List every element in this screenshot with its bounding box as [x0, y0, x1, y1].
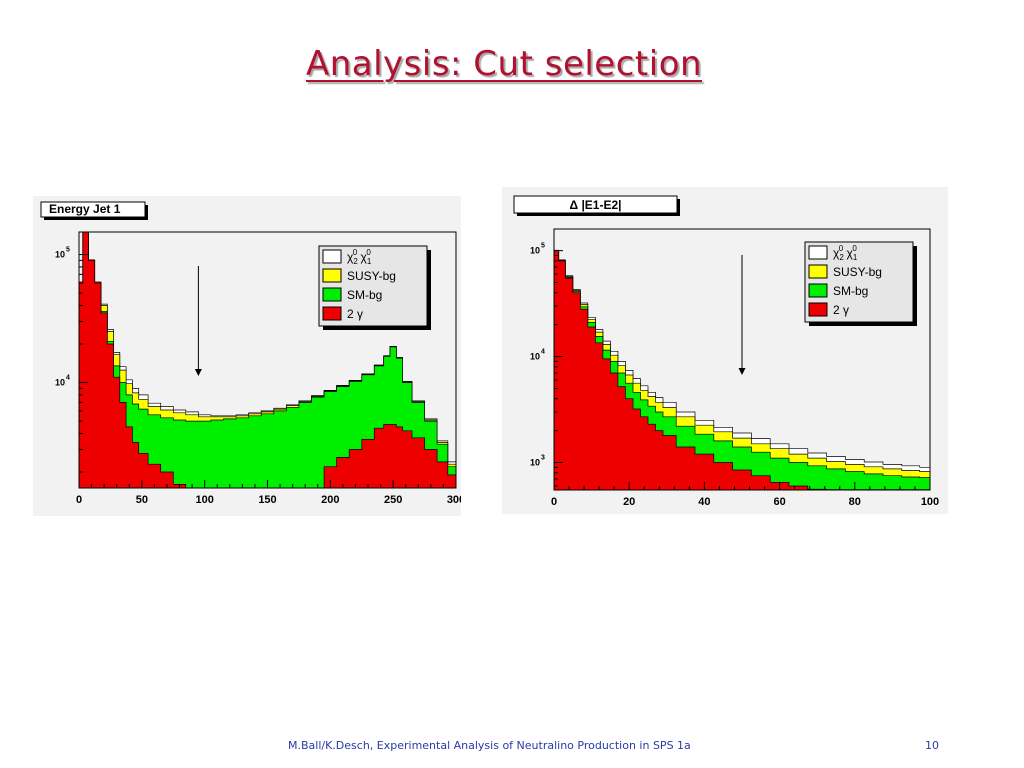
y-tick-label: 10 4: [530, 349, 545, 362]
x-tick-label: 150: [258, 494, 276, 506]
y-tick-exponent: 4: [66, 375, 70, 382]
y-tick-mantissa: 10: [55, 250, 65, 260]
legend-swatch: [808, 245, 828, 260]
legend-label: 2 γ: [347, 307, 363, 321]
y-tick-exponent: 5: [66, 247, 70, 254]
x-tick-label: 20: [623, 496, 635, 508]
y-tick-exponent: 5: [541, 243, 545, 250]
y-tick-label: 10 5: [55, 247, 70, 260]
y-tick-exponent: 3: [541, 454, 545, 461]
legend-label: SM-bg: [833, 284, 868, 298]
x-tick-label: 0: [551, 496, 557, 508]
y-tick-label: 10 4: [55, 375, 70, 388]
delta-e1-e2-plot: Δ |E1-E2| 0 20 40 60 80 100 10 3 10 4 10 5 χ20 χ10 SUS…: [502, 187, 948, 514]
x-tick-label: 60: [773, 496, 785, 508]
plot-frame: [553, 228, 931, 491]
legend-label-signal: χ20 χ10: [347, 248, 372, 266]
legend-label: SUSY-bg: [833, 265, 882, 279]
cut-arrow-head: [738, 368, 746, 375]
x-tick-label: 250: [384, 494, 402, 506]
chart-title: Δ |E1-E2|: [569, 198, 621, 212]
y-tick-label: 10 5: [530, 243, 545, 256]
y-tick-mantissa: 10: [530, 457, 540, 467]
legend-swatch: [322, 287, 342, 302]
y-tick-label: 10 3: [530, 454, 545, 467]
legend-swatch: [322, 306, 342, 321]
y-tick-exponent: 4: [541, 349, 545, 356]
page-number: 10: [925, 739, 939, 752]
legend-label-signal: χ20 χ10: [833, 244, 858, 262]
legend-swatch: [808, 264, 828, 279]
x-tick-label: 200: [321, 494, 339, 506]
legend-label: 2 γ: [833, 303, 849, 317]
cut-arrow-head: [194, 369, 202, 376]
energy-jet1-plot: Energy Jet 1050100150200250300104105χ20 …: [33, 196, 461, 516]
legend-swatch: [808, 283, 828, 298]
x-tick-label: 100: [921, 496, 939, 508]
legend-label: SM-bg: [347, 288, 382, 302]
x-tick-label: 50: [136, 494, 148, 506]
legend-swatch: [322, 268, 342, 283]
legend-label: SUSY-bg: [347, 269, 396, 283]
chart-title: Energy Jet 1: [49, 202, 121, 216]
y-tick-mantissa: 10: [530, 352, 540, 362]
legend-swatch: [808, 302, 828, 317]
title-box: [513, 195, 678, 214]
y-tick-mantissa: 10: [530, 246, 540, 256]
x-tick-label: 80: [849, 496, 861, 508]
x-tick-label: 100: [195, 494, 213, 506]
legend-swatch: [322, 249, 342, 264]
footer-credit: M.Ball/K.Desch, Experimental Analysis of…: [288, 739, 691, 752]
energy-jet1-svg: Energy Jet 1050100150200250300104105χ20 …: [40, 201, 461, 506]
slide-title: Analysis: Cut selection: [305, 44, 703, 84]
title-box: [40, 201, 146, 218]
x-tick-label: 40: [698, 496, 710, 508]
x-tick-label: 300: [447, 494, 461, 506]
y-tick-mantissa: 10: [55, 378, 65, 388]
x-tick-label: 0: [76, 494, 82, 506]
hist-2--area: [553, 250, 931, 491]
